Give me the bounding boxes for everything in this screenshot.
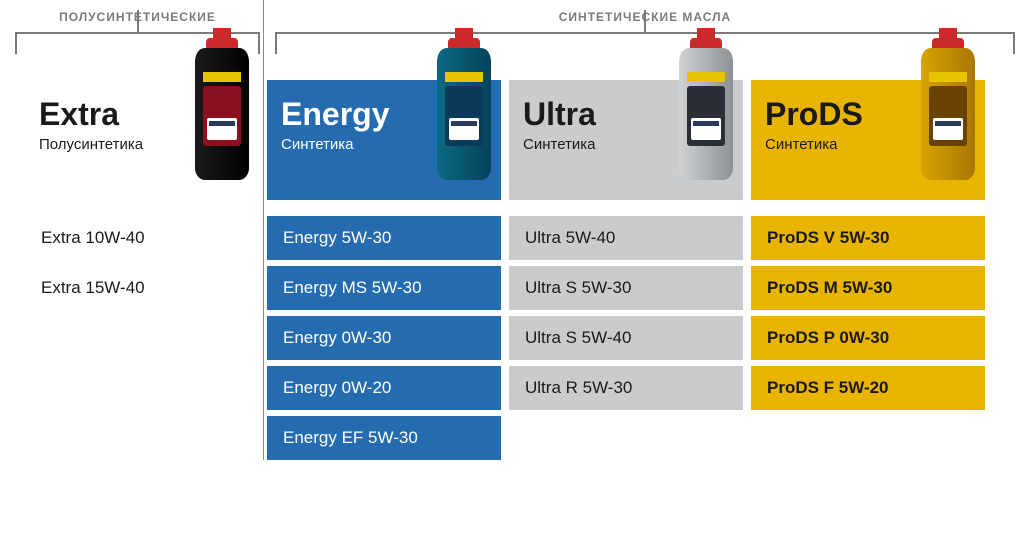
- product-item: Energy 0W-20: [267, 366, 501, 410]
- product-item: Ultra 5W-40: [509, 216, 743, 260]
- column-extra: ExtraПолусинтетика: [25, 80, 259, 200]
- header-row: ExtraПолусинтетика EnergyСинтетика Ultra…: [25, 80, 999, 200]
- product-item: Energy 0W-30: [267, 316, 501, 360]
- product-item: Extra 15W-40: [25, 266, 259, 310]
- bottle-icon: [675, 28, 737, 180]
- empty-cell: [751, 416, 985, 460]
- empty-cell: [25, 316, 259, 360]
- category-divider: [263, 0, 264, 460]
- product-header-ultra: UltraСинтетика: [509, 80, 743, 200]
- category-brackets: ПОЛУСИНТЕТИЧЕСКИЕ СИНТЕТИЧЕСКИЕ МАСЛА: [0, 0, 1024, 80]
- product-item: Ultra S 5W-40: [509, 316, 743, 360]
- product-item: ProDS F 5W-20: [751, 366, 985, 410]
- product-row: Energy 0W-20Ultra R 5W-30ProDS F 5W-20: [25, 366, 999, 410]
- product-header-extra: ExtraПолусинтетика: [25, 80, 259, 200]
- bracket-line: [275, 32, 1015, 54]
- column-prods: ProDSСинтетика: [751, 80, 985, 200]
- product-row: Extra 15W-40Energy MS 5W-30Ultra S 5W-30…: [25, 266, 999, 310]
- product-row: Extra 10W-40Energy 5W-30Ultra 5W-40ProDS…: [25, 216, 999, 260]
- product-item: ProDS V 5W-30: [751, 216, 985, 260]
- bottle-icon: [191, 28, 253, 180]
- product-row: Energy EF 5W-30: [25, 416, 999, 460]
- empty-cell: [25, 416, 259, 460]
- product-grid: ExtraПолусинтетика EnergyСинтетика Ultra…: [0, 80, 1024, 460]
- product-item: Extra 10W-40: [25, 216, 259, 260]
- bottle-icon: [917, 28, 979, 180]
- product-item: ProDS P 0W-30: [751, 316, 985, 360]
- empty-cell: [25, 366, 259, 410]
- product-item: Energy 5W-30: [267, 216, 501, 260]
- product-row: Energy 0W-30Ultra S 5W-40ProDS P 0W-30: [25, 316, 999, 360]
- column-energy: EnergyСинтетика: [267, 80, 501, 200]
- bottle-icon: [433, 28, 495, 180]
- column-ultra: UltraСинтетика: [509, 80, 743, 200]
- product-item: Ultra S 5W-30: [509, 266, 743, 310]
- empty-cell: [509, 416, 743, 460]
- product-item: Energy MS 5W-30: [267, 266, 501, 310]
- product-item: Energy EF 5W-30: [267, 416, 501, 460]
- product-item: Ultra R 5W-30: [509, 366, 743, 410]
- product-item: ProDS M 5W-30: [751, 266, 985, 310]
- bracket-synthetic: СИНТЕТИЧЕСКИЕ МАСЛА: [275, 10, 1015, 54]
- product-header-energy: EnergyСинтетика: [267, 80, 501, 200]
- product-header-prods: ProDSСинтетика: [751, 80, 985, 200]
